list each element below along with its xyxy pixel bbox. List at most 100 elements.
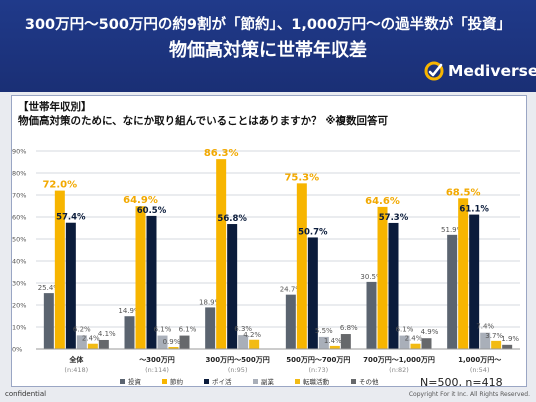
x-category-label: 1,000万円～ [458,356,501,364]
data-label: 86.3% [204,148,239,159]
y-tick-label: 20% [12,302,26,310]
data-label: 50.7% [298,227,328,237]
bar [179,335,190,349]
bar [399,335,410,349]
x-category-label: 500万円～700万円 [286,356,350,364]
data-label: 56.8% [217,214,247,224]
y-tick-label: 40% [12,258,26,266]
sample-note: N=500, n=418 [420,376,503,386]
data-label: 5.5% [315,327,333,335]
legend-swatch [162,379,167,384]
bar [502,344,513,349]
mediverse-logo: Mediverse [424,59,536,83]
legend-swatch [120,379,125,384]
data-label: 0.9% [163,338,181,346]
data-label: 51.9% [441,226,464,234]
data-label: 3.7% [485,332,503,340]
bar [168,347,179,349]
data-label: 57.3% [379,213,409,223]
header-banner: 300万円～500万円の約9割が「節約」、1,000万円～の過半数が「投資」 物… [0,0,536,92]
copyright-text: Copyright For it Inc. All Rights Reserve… [408,391,530,398]
legend-swatch [253,379,258,384]
bar [296,183,307,349]
headline-sub: 物価高対策に世帯年収差 [169,40,367,61]
data-label: 61.1% [459,205,489,215]
data-label: 4.9% [421,328,439,336]
bar [87,343,98,349]
x-sample-size: (n:82) [389,366,409,374]
data-label: 25.4% [38,284,61,292]
data-label: 2.4% [405,335,423,343]
bar [98,339,109,349]
legend-label: 転職活動 [303,377,330,386]
legend-label: 投資 [128,377,142,386]
bar [469,214,480,349]
data-label: 6.8% [340,324,358,332]
data-label: 68.5% [446,187,481,198]
bar [480,332,491,349]
x-category-label: ～300万円 [139,356,175,364]
bar [340,334,351,349]
data-label: 4.2% [243,331,261,339]
y-tick-label: 0% [12,346,22,354]
bar [65,222,76,349]
bar [43,293,54,349]
y-tick-label: 30% [12,280,26,288]
data-label: 6.2% [73,325,91,333]
bar [227,224,238,349]
data-label: 75.3% [284,172,319,183]
bar [491,340,502,349]
legend-label: その他 [359,377,379,386]
data-label: 60.5% [137,206,167,216]
legend-label: 副業 [261,377,275,386]
data-label: 6.1% [179,326,197,334]
data-label: 72.0% [42,180,77,191]
x-category-label: 700万円～1,000万円 [363,356,435,364]
y-tick-label: 80% [12,170,26,178]
data-label: 24.7% [280,286,303,294]
bar [421,338,432,349]
bar [318,336,329,349]
x-sample-size: (n:73) [309,366,329,374]
legend-label: 節約 [170,377,184,386]
bar [388,222,399,349]
data-label: 6.1% [396,326,414,334]
x-sample-size: (n:114) [145,366,169,374]
data-label: 64.6% [365,196,400,207]
y-tick-label: 50% [12,236,26,244]
data-label: 6.3% [234,325,252,333]
bar [307,237,318,349]
survey-question: 物価高対策のために、なにか取り組んでいることはありますか？ ※複数回答可 [18,115,389,127]
bar [76,335,87,349]
bar [410,343,421,349]
data-label: 14.9% [118,307,141,315]
data-label: 1.9% [501,335,519,343]
data-label: 1.4% [324,337,342,345]
bar [238,335,249,349]
data-label: 64.9% [123,195,158,206]
headline: 300万円～500万円の約9割が「節約」、1,000万円～の過半数が「投資」 [24,17,512,33]
chart-panel: 【世帯年収別】 物価高対策のために、なにか取り組んでいることはありますか？ ※複… [11,95,527,387]
bar [135,206,146,349]
x-sample-size: (n:54) [470,366,490,374]
y-tick-label: 60% [12,214,26,222]
bar [205,307,216,349]
bar [216,159,227,349]
bar [54,190,65,349]
y-tick-label: 70% [12,192,26,200]
bar [124,316,135,349]
x-category-label: 300万円～500万円 [206,356,270,364]
data-label: 30.5% [360,273,383,281]
data-label: 2.4% [82,335,100,343]
logo-text: Mediverse [448,62,536,80]
confidential-label: confidential [5,390,47,398]
segment-label: 【世帯年収別】 [18,101,92,113]
y-tick-label: 90% [12,148,26,156]
bar [285,294,296,349]
data-label: 18.9% [199,298,222,306]
data-label: 4.1% [98,330,116,338]
bar [157,335,168,349]
x-sample-size: (n:95) [228,366,248,374]
bar-chart: 0% 10% 20% 30% 40% 50% 60% 70% 80% 90% 25.4% 72.0% 5… [12,148,520,386]
legend-swatch [295,379,300,384]
